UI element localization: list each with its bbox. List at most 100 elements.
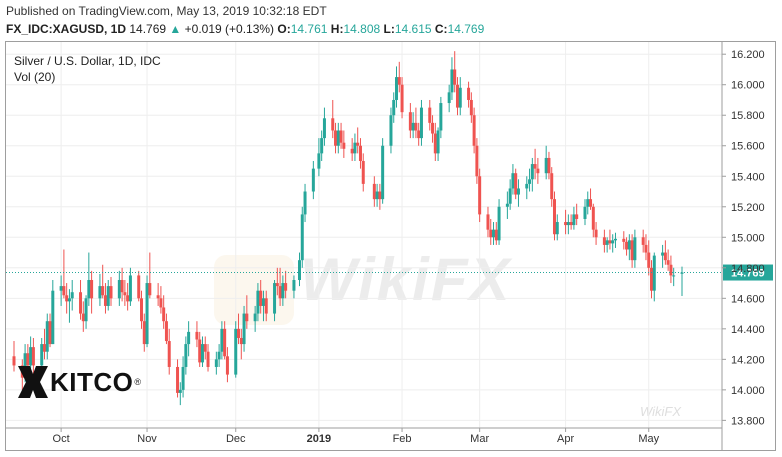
candle-body xyxy=(200,344,204,363)
candle-body xyxy=(608,240,612,244)
candle-body xyxy=(414,122,418,131)
candle-body xyxy=(533,164,537,169)
candle-body xyxy=(176,366,180,393)
candle-body xyxy=(120,280,124,293)
candle-body xyxy=(159,298,163,308)
candle-body xyxy=(31,347,35,366)
candle-body xyxy=(397,77,401,85)
candle-body xyxy=(303,191,307,215)
y-tick-label: 15.600 xyxy=(731,141,765,153)
candle-body xyxy=(234,328,238,375)
candle-body xyxy=(508,188,512,204)
candle-body xyxy=(361,161,365,184)
candle-body xyxy=(458,87,462,108)
kitco-mark-icon xyxy=(18,366,48,398)
high-label: H: xyxy=(330,22,344,36)
candle-body xyxy=(178,389,182,393)
x-tick-label: Feb xyxy=(393,433,412,445)
candle-body xyxy=(511,173,515,189)
candle-body xyxy=(525,183,529,189)
candle-body xyxy=(81,313,85,322)
candle-body xyxy=(109,286,113,299)
candle-body xyxy=(669,264,673,276)
candle-body xyxy=(237,328,241,338)
candle-body xyxy=(123,292,127,296)
candle-body xyxy=(569,222,573,226)
candle-body xyxy=(575,214,579,219)
candle-body xyxy=(181,366,185,390)
candle-body xyxy=(436,130,440,154)
candle-body xyxy=(400,84,404,113)
close-label: C: xyxy=(434,22,448,36)
candle-body xyxy=(555,222,559,235)
candle-body xyxy=(381,145,385,200)
candle-body xyxy=(356,142,360,146)
candle-body xyxy=(492,229,496,238)
candle-body xyxy=(389,115,393,146)
candle-body xyxy=(225,356,229,375)
low-value: 14.615 xyxy=(394,22,432,36)
candle-body xyxy=(26,353,30,366)
candle-body xyxy=(339,130,343,143)
candle-body xyxy=(439,103,443,131)
candle-body xyxy=(51,290,55,345)
candle-body xyxy=(334,130,338,146)
candle-body xyxy=(253,313,257,322)
change-value: +0.019 (+0.13%) xyxy=(184,22,275,36)
candle-body xyxy=(475,145,479,177)
candle-body xyxy=(591,206,595,230)
candle-body xyxy=(145,283,149,345)
candle-body xyxy=(350,148,354,154)
candle-body xyxy=(217,351,221,360)
candle-body xyxy=(644,244,648,253)
candle-body xyxy=(486,214,490,230)
candle-body xyxy=(505,203,509,207)
candle-body xyxy=(613,238,617,241)
low-label: L: xyxy=(383,22,395,36)
quote-bar: FX_IDC:XAGUSD, 1D 14.769 ▲ +0.019 (+0.13… xyxy=(6,22,484,36)
y-tick-label: 15.000 xyxy=(731,232,765,244)
last-price: 14.769 xyxy=(129,22,167,36)
candle-body xyxy=(672,275,676,277)
volume-label: Vol (20) xyxy=(14,70,56,84)
candle-body xyxy=(602,237,606,245)
candle-body xyxy=(126,295,130,302)
candle-body xyxy=(647,252,651,268)
up-arrow-icon: ▲ xyxy=(169,22,182,36)
candle-body xyxy=(40,344,44,366)
candle-body xyxy=(528,179,532,184)
candle-body xyxy=(431,122,435,134)
candle-body xyxy=(661,252,665,256)
last-price-line: 14.769 xyxy=(6,264,773,281)
y-tick-label: 15.200 xyxy=(731,202,765,214)
candle-body xyxy=(652,255,656,291)
candle-body xyxy=(455,84,459,108)
candle-body xyxy=(300,214,304,261)
candle-body xyxy=(375,191,379,200)
candle-body xyxy=(552,199,556,235)
candle-body xyxy=(223,328,227,357)
candle-body xyxy=(162,307,166,322)
candle-body xyxy=(611,240,615,244)
candle-body xyxy=(206,351,210,367)
candle-body xyxy=(292,280,296,291)
candle-body xyxy=(516,188,520,195)
y-tick-label: 14.600 xyxy=(731,293,765,305)
candle-body xyxy=(572,214,576,226)
candle-body xyxy=(164,321,168,342)
candle-body xyxy=(62,286,66,296)
candle-body xyxy=(278,286,282,299)
open-label: O: xyxy=(277,22,291,36)
candle-body xyxy=(140,298,144,322)
candle-body xyxy=(666,260,670,265)
kitco-reg: ® xyxy=(134,377,142,387)
candle-body xyxy=(633,237,637,261)
candle-body xyxy=(311,168,315,192)
last-price-tag-label: 14.769 xyxy=(731,268,765,280)
candle-body xyxy=(87,280,91,299)
candle-body xyxy=(103,295,107,306)
candle-body xyxy=(331,118,335,131)
open-value: 14.761 xyxy=(290,22,328,36)
candles xyxy=(12,51,684,406)
